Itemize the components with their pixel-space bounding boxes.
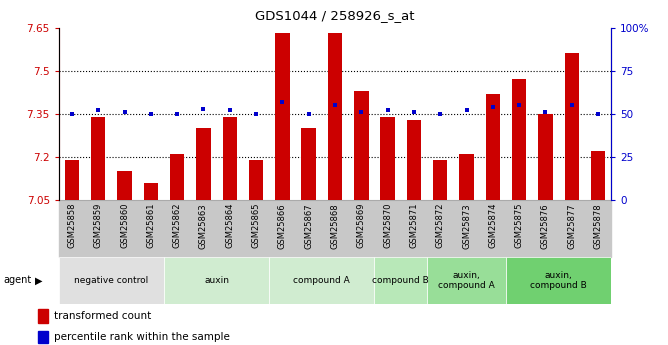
Bar <box>170 154 184 200</box>
Bar <box>38 309 48 324</box>
Bar <box>269 257 375 304</box>
Point <box>277 99 288 105</box>
Text: GSM25872: GSM25872 <box>436 203 445 248</box>
Text: GSM25866: GSM25866 <box>278 203 287 248</box>
Text: GSM25863: GSM25863 <box>199 203 208 248</box>
Point <box>461 108 472 113</box>
Point <box>330 102 341 108</box>
Point <box>488 104 498 110</box>
Text: GSM25867: GSM25867 <box>304 203 313 248</box>
Text: GSM25876: GSM25876 <box>541 203 550 248</box>
Text: GSM25860: GSM25860 <box>120 203 129 248</box>
Bar <box>65 160 79 200</box>
Text: ▶: ▶ <box>35 275 42 285</box>
Text: agent: agent <box>3 275 31 285</box>
Text: auxin,
compound B: auxin, compound B <box>530 270 587 290</box>
Text: GSM25878: GSM25878 <box>594 203 603 248</box>
Point <box>409 109 420 115</box>
Bar <box>275 33 290 200</box>
Text: GSM25862: GSM25862 <box>172 203 182 248</box>
Bar <box>486 94 500 200</box>
Bar <box>144 183 158 200</box>
Bar <box>538 114 552 200</box>
Text: negative control: negative control <box>74 276 148 285</box>
Point <box>119 109 130 115</box>
Point <box>67 111 77 117</box>
Bar <box>249 160 263 200</box>
Point <box>146 111 156 117</box>
Bar <box>564 53 579 200</box>
Text: GSM25874: GSM25874 <box>488 203 498 248</box>
Text: GSM25859: GSM25859 <box>94 203 103 248</box>
Bar <box>301 128 316 200</box>
Bar <box>407 120 421 200</box>
Point <box>356 109 367 115</box>
Text: GDS1044 / 258926_s_at: GDS1044 / 258926_s_at <box>255 9 415 22</box>
Bar <box>460 154 474 200</box>
Point <box>593 111 603 117</box>
Bar <box>433 160 448 200</box>
Text: auxin: auxin <box>204 276 229 285</box>
Point <box>382 108 393 113</box>
Text: GSM25877: GSM25877 <box>567 203 576 248</box>
Text: GSM25865: GSM25865 <box>252 203 261 248</box>
Bar <box>59 257 164 304</box>
Text: GSM25858: GSM25858 <box>67 203 76 248</box>
Point <box>198 106 209 111</box>
Bar <box>91 117 106 200</box>
Bar <box>164 257 269 304</box>
Point <box>303 111 314 117</box>
Bar <box>380 117 395 200</box>
Bar <box>222 117 237 200</box>
Text: auxin,
compound A: auxin, compound A <box>438 270 495 290</box>
Bar <box>427 257 506 304</box>
Text: compound B: compound B <box>372 276 429 285</box>
Bar <box>118 171 132 200</box>
Bar <box>591 151 605 200</box>
Text: GSM25864: GSM25864 <box>225 203 234 248</box>
Text: GSM25868: GSM25868 <box>331 203 339 248</box>
Text: compound A: compound A <box>293 276 350 285</box>
Text: percentile rank within the sample: percentile rank within the sample <box>54 332 230 342</box>
Bar <box>375 257 427 304</box>
Text: GSM25869: GSM25869 <box>357 203 366 248</box>
Bar <box>512 79 526 200</box>
Point <box>250 111 261 117</box>
Bar <box>38 331 48 343</box>
Text: GSM25861: GSM25861 <box>146 203 156 248</box>
Text: GSM25875: GSM25875 <box>514 203 524 248</box>
Text: transformed count: transformed count <box>54 311 152 321</box>
Text: GSM25873: GSM25873 <box>462 203 471 248</box>
Bar <box>506 257 611 304</box>
Point <box>514 102 524 108</box>
Point <box>93 108 104 113</box>
Point <box>540 109 551 115</box>
Point <box>224 108 235 113</box>
Text: GSM25871: GSM25871 <box>409 203 418 248</box>
Bar <box>328 33 342 200</box>
Point <box>435 111 446 117</box>
Point <box>566 102 577 108</box>
Text: GSM25870: GSM25870 <box>383 203 392 248</box>
Bar <box>196 128 210 200</box>
Point <box>172 111 182 117</box>
Bar <box>354 91 369 200</box>
